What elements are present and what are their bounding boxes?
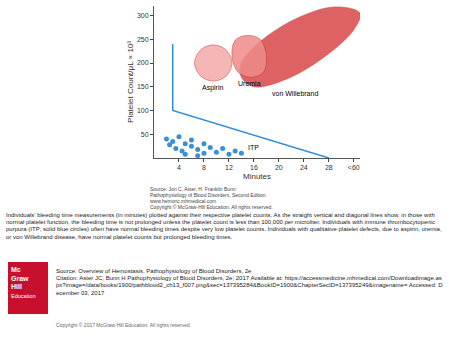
svg-text:Minutes: Minutes xyxy=(243,172,271,181)
svg-text:50: 50 xyxy=(141,131,149,138)
svg-text:von Willebrand: von Willebrand xyxy=(272,90,318,97)
html-text:Hill: Hill xyxy=(11,283,22,290)
svg-text:200: 200 xyxy=(137,59,149,66)
html-text:Citation: Aster JC, Bunn H Pat: Citation: Aster JC, Bunn H Pathophysiolo… xyxy=(56,275,443,296)
html-text:Individuals' bleeding time mea: Individuals' bleeding time measurements … xyxy=(6,212,442,240)
svg-text:24: 24 xyxy=(300,164,308,171)
svg-text:8: 8 xyxy=(202,164,206,171)
html-text:Mc: Mc xyxy=(11,266,21,273)
svg-text:300: 300 xyxy=(137,12,149,19)
svg-text:250: 250 xyxy=(137,36,149,43)
svg-text:ITP: ITP xyxy=(248,144,259,151)
html-text:Graw: Graw xyxy=(11,274,29,282)
svg-text:150: 150 xyxy=(137,83,149,90)
html-text:Pathophysiology of Blood Disor: Pathophysiology of Blood Disorders, Seco… xyxy=(150,192,266,198)
svg-text:28: 28 xyxy=(325,164,333,171)
svg-text:Platelet Count/μL × 10³: Platelet Count/μL × 10³ xyxy=(126,41,135,123)
svg-text:Uremia: Uremia xyxy=(238,80,261,87)
html-text:Education: Education xyxy=(11,292,36,299)
svg-text:Aspirin: Aspirin xyxy=(202,84,224,92)
svg-text:20: 20 xyxy=(275,164,283,171)
html-text:Copyright © 2017 McGraw-Hill E: Copyright © 2017 McGraw-Hill Education. … xyxy=(56,322,190,328)
html-text:Source: Overview of Hemostasis: Source: Overview of Hemostasis, Pathophy… xyxy=(56,268,252,274)
html-text:Source: Jon C. Aster, H. Frank: Source: Jon C. Aster, H. Franklin Bunn: xyxy=(150,186,237,192)
html-text:Copyright © McGraw-Hill Educat: Copyright © McGraw-Hill Education. All r… xyxy=(150,204,273,210)
html-text:www.hemonc.mhmedical.com: www.hemonc.mhmedical.com xyxy=(150,198,217,204)
svg-text:16: 16 xyxy=(250,164,258,171)
svg-text:100: 100 xyxy=(137,107,149,114)
svg-text:12: 12 xyxy=(225,164,233,171)
svg-text:<60: <60 xyxy=(348,164,360,171)
svg-text:4: 4 xyxy=(177,164,181,171)
